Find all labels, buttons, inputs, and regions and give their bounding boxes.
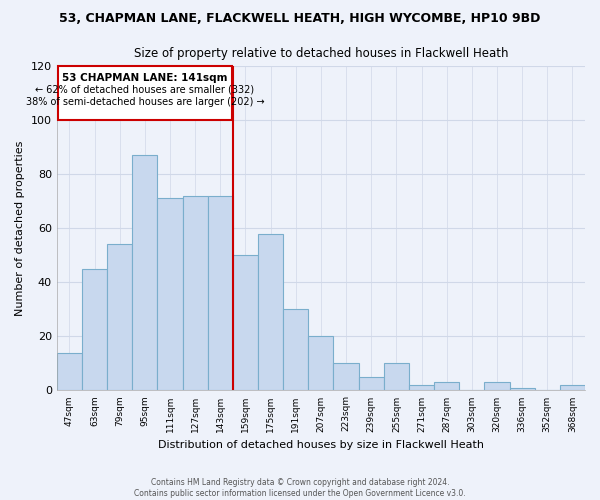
Bar xyxy=(182,196,208,390)
Bar xyxy=(107,244,132,390)
Bar xyxy=(560,385,585,390)
Bar xyxy=(208,196,233,390)
Bar xyxy=(283,310,308,390)
Bar xyxy=(409,385,434,390)
Bar xyxy=(233,255,258,390)
Bar xyxy=(434,382,459,390)
FancyBboxPatch shape xyxy=(58,66,232,120)
Bar xyxy=(157,198,182,390)
Bar xyxy=(82,268,107,390)
Bar xyxy=(308,336,334,390)
Title: Size of property relative to detached houses in Flackwell Heath: Size of property relative to detached ho… xyxy=(134,48,508,60)
Bar xyxy=(484,382,509,390)
Y-axis label: Number of detached properties: Number of detached properties xyxy=(15,140,25,316)
Bar xyxy=(359,377,384,390)
Bar xyxy=(509,388,535,390)
Bar xyxy=(334,364,359,390)
Text: 53 CHAPMAN LANE: 141sqm: 53 CHAPMAN LANE: 141sqm xyxy=(62,72,227,83)
Text: 53, CHAPMAN LANE, FLACKWELL HEATH, HIGH WYCOMBE, HP10 9BD: 53, CHAPMAN LANE, FLACKWELL HEATH, HIGH … xyxy=(59,12,541,26)
X-axis label: Distribution of detached houses by size in Flackwell Heath: Distribution of detached houses by size … xyxy=(158,440,484,450)
Bar xyxy=(132,155,157,390)
Bar xyxy=(384,364,409,390)
Bar xyxy=(57,352,82,391)
Bar xyxy=(258,234,283,390)
Text: 38% of semi-detached houses are larger (202) →: 38% of semi-detached houses are larger (… xyxy=(26,97,264,107)
Text: Contains HM Land Registry data © Crown copyright and database right 2024.
Contai: Contains HM Land Registry data © Crown c… xyxy=(134,478,466,498)
Text: ← 62% of detached houses are smaller (332): ← 62% of detached houses are smaller (33… xyxy=(35,85,254,95)
